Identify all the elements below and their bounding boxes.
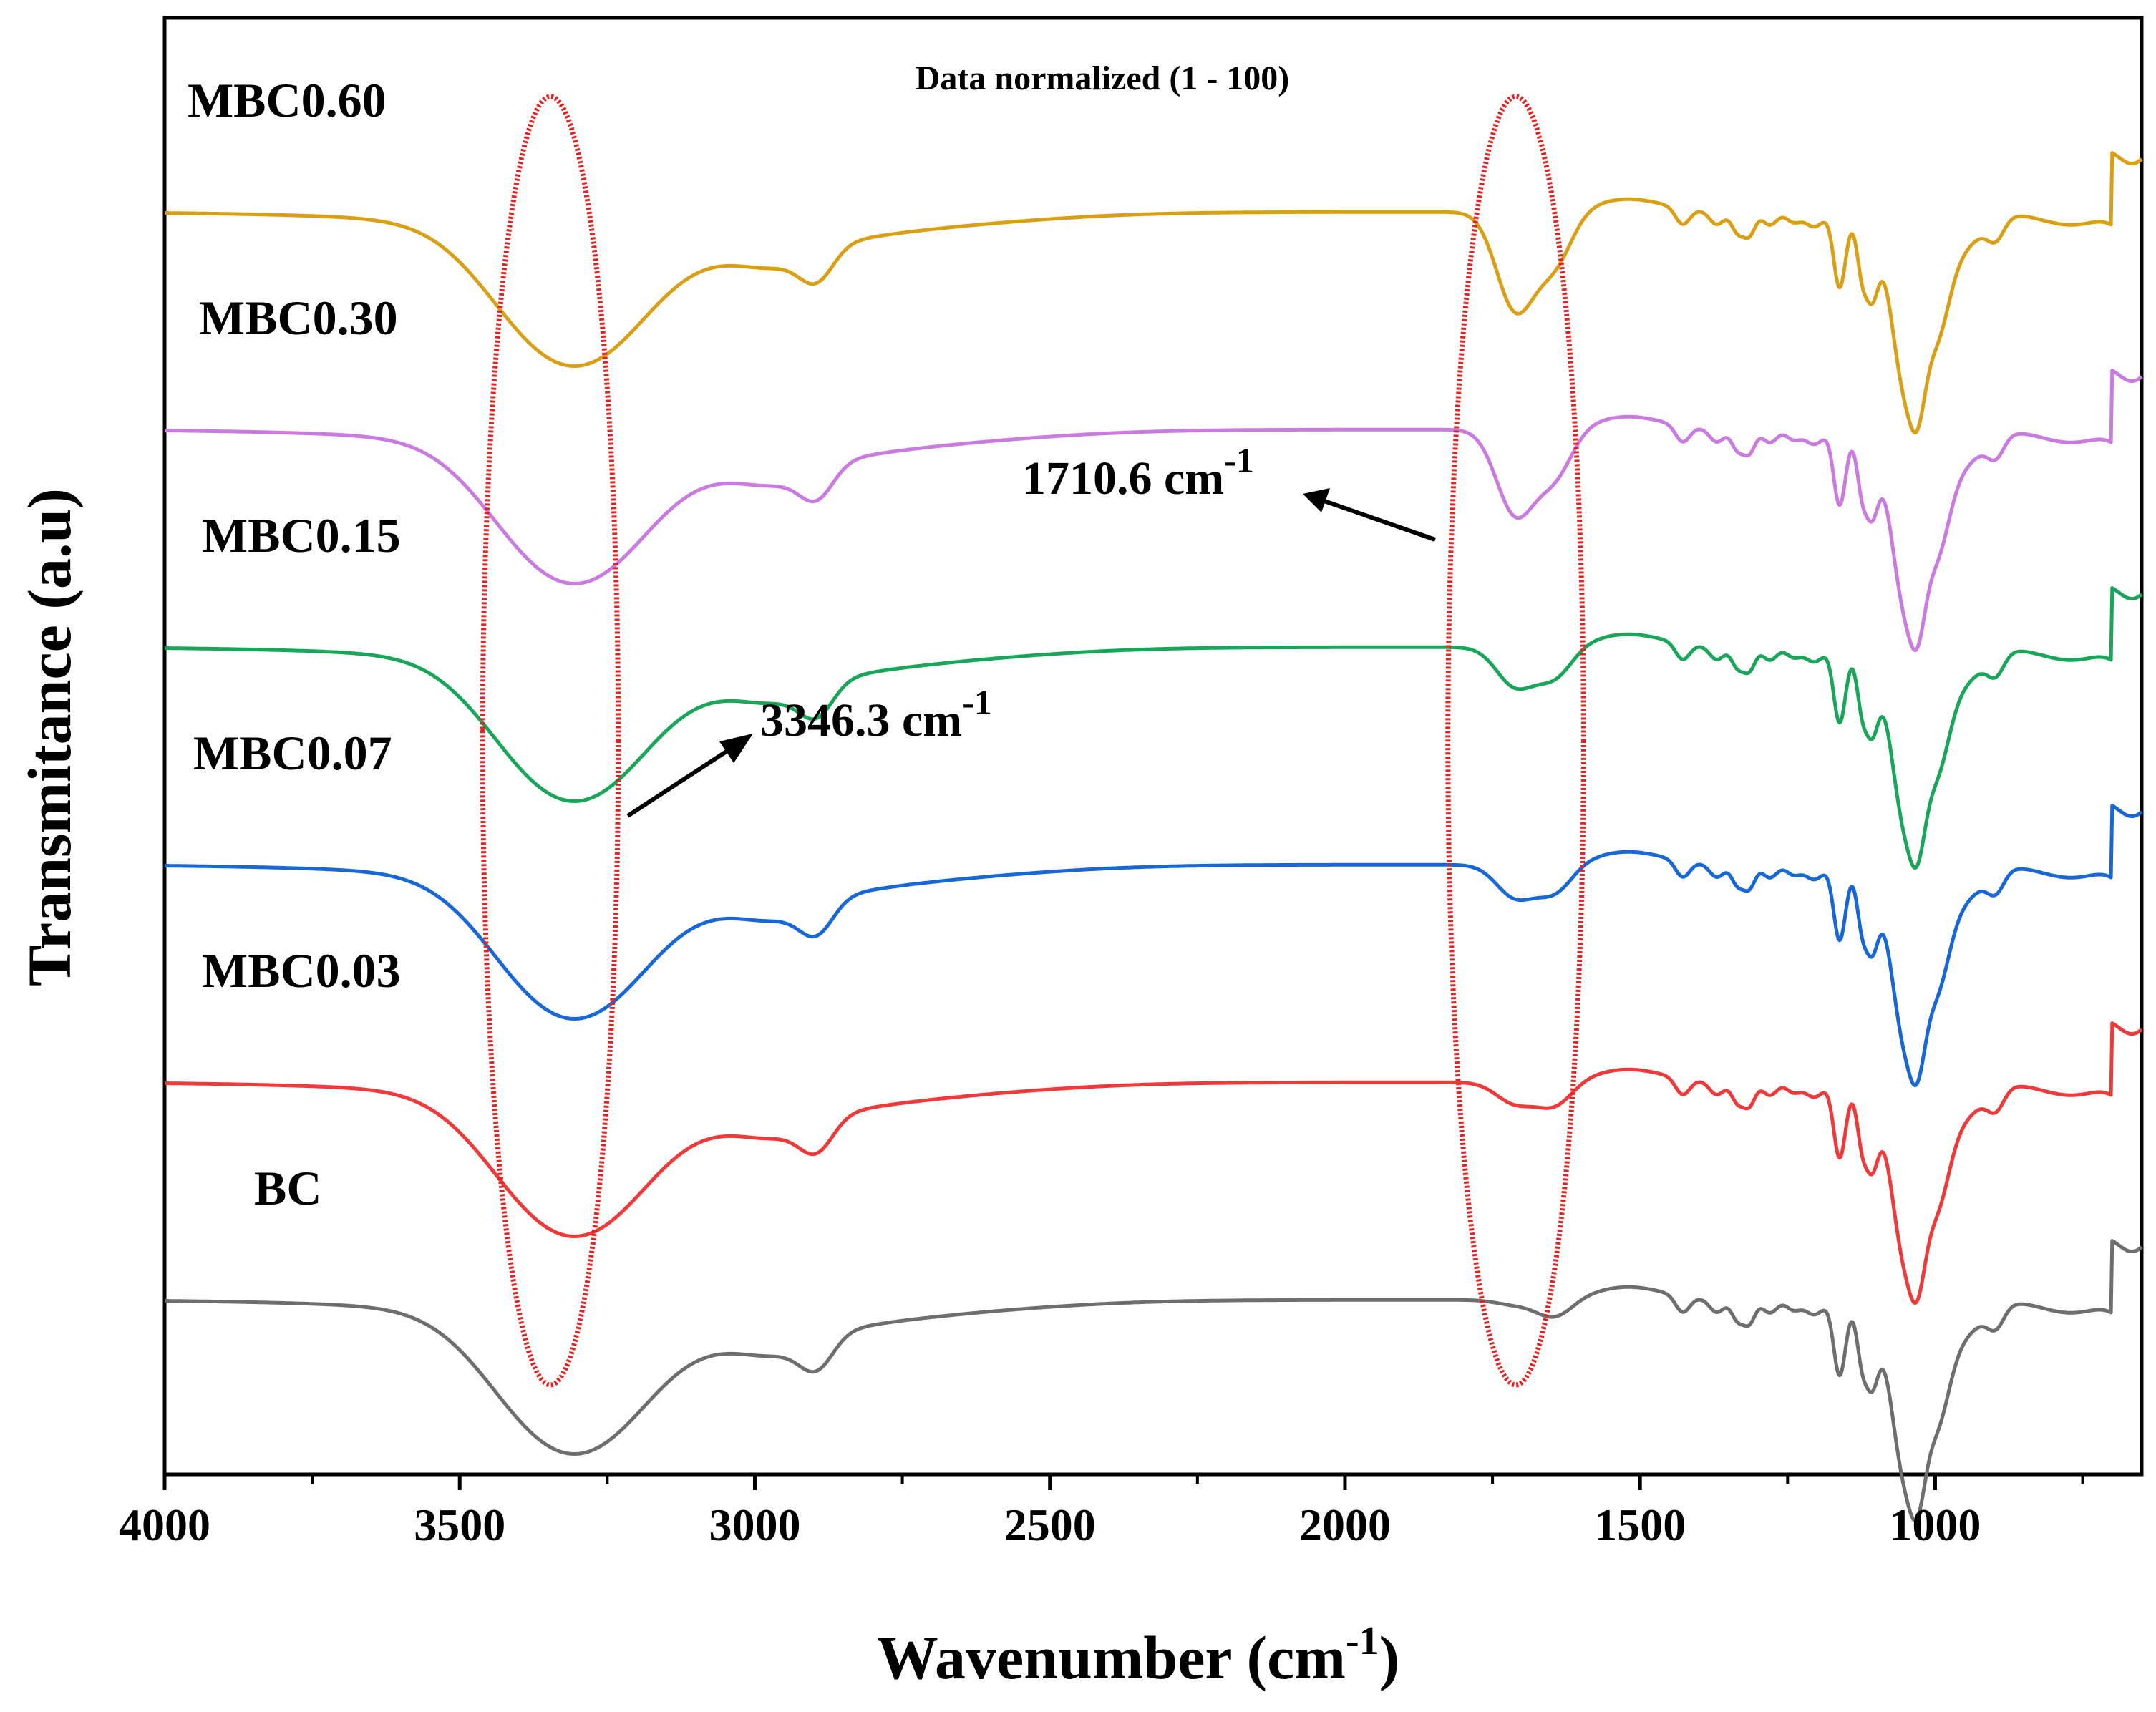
annotation-3346: 3346.3 cm-1 [760, 682, 992, 746]
x-axis-title-sup: -1 [1346, 1619, 1379, 1663]
series-label-mbc0-15: MBC0.15 [202, 508, 401, 563]
annotation-1710-sup: -1 [1224, 440, 1254, 480]
x-axis-title-end: ) [1379, 1623, 1400, 1692]
annotation-1710-arrow [1324, 499, 1436, 542]
series-line-mbc0-60 [164, 151, 2143, 435]
x-tick-label: 1000 [1889, 1499, 1981, 1550]
series-line-mbc0-03 [164, 1021, 2143, 1305]
x-tick-label: 4000 [119, 1499, 210, 1550]
x-tick-label: 3500 [414, 1499, 505, 1550]
plot-frame [162, 16, 2144, 1477]
annotation-1710-arrowhead [1303, 488, 1330, 512]
x-tick-label: 2000 [1299, 1499, 1391, 1550]
series-label-mbc0-30: MBC0.30 [199, 291, 398, 345]
x-tick-label: 1500 [1594, 1499, 1686, 1550]
series-line-bc [164, 1239, 2143, 1523]
series-layer [164, 151, 2143, 1523]
annotation-3346-text: 3346.3 cm [760, 694, 962, 746]
annotation-3346-sup: -1 [962, 682, 992, 722]
y-axis-title: Transmitance (a.u) [15, 488, 84, 986]
highlight-ellipse-2 [1445, 94, 1586, 1388]
x-axis-title-main: Wavenumber (cm [877, 1623, 1346, 1692]
series-line-mbc0-07 [164, 804, 2143, 1088]
series-label-mbc0-60: MBC0.60 [188, 73, 387, 127]
highlight-ellipses [480, 94, 1586, 1388]
series-label-bc: BC [254, 1161, 321, 1215]
series-line-mbc0-30 [164, 369, 2143, 653]
x-ticks: 4000 3500 3000 2500 2000 1500 1000 [119, 1474, 2084, 1550]
chart-note: Data normalized (1 - 100) [916, 59, 1290, 97]
series-label-mbc0-07: MBC0.07 [193, 726, 392, 780]
series-line-mbc0-15 [164, 586, 2143, 870]
x-tick-label: 2500 [1004, 1499, 1096, 1550]
x-tick-label: 3000 [709, 1499, 800, 1550]
series-labels: MBC0.60 MBC0.30 MBC0.15 MBC0.07 MBC0.03 BC [188, 73, 401, 1215]
x-axis-title: Wavenumber (cm-1) [877, 1619, 1400, 1692]
annotation-1710: 1710.6 cm-1 [1022, 440, 1254, 505]
annotation-1710-text: 1710.6 cm [1022, 452, 1224, 505]
series-label-mbc0-03: MBC0.03 [202, 943, 401, 998]
annotation-3346-arrow [626, 742, 739, 818]
highlight-ellipse-1 [480, 94, 621, 1388]
annotation-3346-arrowhead [719, 734, 753, 763]
